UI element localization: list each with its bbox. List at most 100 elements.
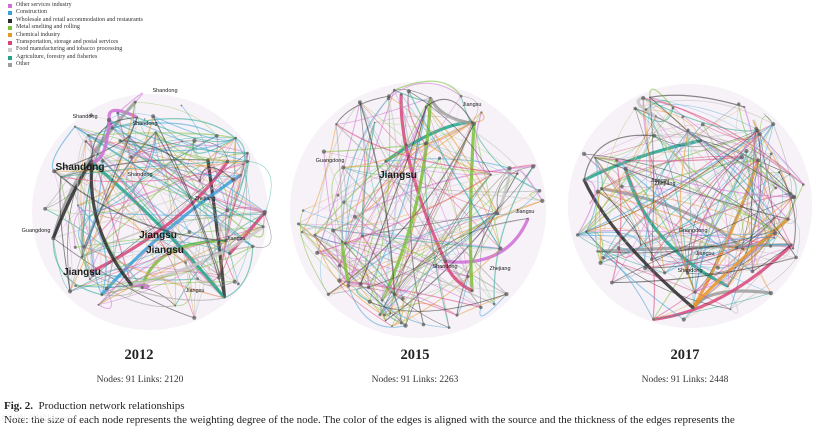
network-edge	[90, 161, 176, 306]
network-node	[537, 189, 542, 193]
network-node	[198, 179, 202, 182]
network-edge	[328, 212, 498, 295]
network-node	[778, 170, 781, 174]
network-edge	[83, 246, 225, 299]
network-node	[384, 160, 387, 163]
network-edge	[577, 103, 739, 236]
network-edge	[184, 259, 220, 276]
network-node	[133, 100, 137, 104]
network-edge	[44, 118, 145, 210]
network-node	[344, 242, 347, 245]
network-node	[246, 151, 249, 155]
network-edge	[369, 293, 507, 312]
network-edge	[687, 131, 795, 198]
network-edge	[402, 275, 469, 300]
network-node	[228, 251, 232, 256]
network-node	[73, 125, 77, 128]
network-node	[648, 96, 651, 99]
network-node	[773, 236, 776, 239]
network-node	[774, 186, 778, 190]
network-edge	[215, 209, 230, 255]
network-node	[399, 93, 403, 96]
network-edge	[616, 150, 772, 161]
network-edge	[131, 271, 220, 285]
legend-item: Other services industry	[8, 2, 143, 9]
network-node	[89, 113, 93, 117]
network-edge	[228, 216, 265, 238]
network-node	[74, 284, 77, 288]
network-edge	[596, 250, 654, 320]
network-edge	[229, 161, 248, 218]
network-edge	[69, 240, 227, 292]
network-node	[242, 163, 244, 166]
network-node	[388, 312, 392, 315]
network-node	[337, 278, 342, 283]
network-edge	[175, 262, 192, 307]
network-edge	[298, 223, 402, 324]
network-node	[686, 130, 689, 133]
network-panel-2015: Jiangsu Guangdong Jiangsu Jiangsu Shandong Zh…	[290, 80, 546, 338]
network-node	[106, 117, 112, 123]
network-edge	[52, 238, 102, 296]
network-node	[59, 176, 62, 178]
legend-label: Transportation, storage and postal servi…	[16, 39, 119, 46]
network-edge	[755, 128, 791, 220]
network-node	[671, 106, 675, 110]
network-node	[240, 174, 242, 176]
panel-2015-year: 2015	[400, 347, 430, 363]
network-node	[76, 204, 79, 207]
network-edge	[135, 101, 218, 137]
network-node	[792, 195, 797, 200]
network-edge	[601, 188, 666, 274]
network-edge	[460, 95, 479, 123]
network-edge	[636, 96, 657, 118]
network-edge	[594, 157, 646, 269]
network-node	[341, 240, 344, 243]
network-node	[337, 264, 342, 268]
network-edge	[335, 195, 349, 283]
network-edge	[252, 213, 272, 248]
network-node	[470, 121, 474, 124]
network-edge	[634, 107, 674, 123]
network-edge	[393, 90, 473, 292]
network-edge	[583, 139, 702, 182]
network-edge	[516, 170, 543, 202]
network-edge	[343, 121, 473, 168]
panel-2012-stats: Nodes: 91 Links: 2120	[96, 375, 184, 385]
network-node	[154, 131, 157, 134]
network-node	[750, 269, 755, 274]
network-node	[693, 290, 697, 294]
network-edge	[298, 212, 497, 225]
network-node	[438, 156, 442, 160]
network-edge	[128, 287, 143, 296]
network-node	[234, 136, 238, 140]
network-edge	[91, 160, 225, 299]
network-node	[729, 308, 732, 311]
network-node	[786, 217, 790, 221]
network-edge	[335, 95, 389, 125]
network-node	[380, 299, 384, 302]
network-edge	[303, 206, 363, 237]
network-edge	[359, 102, 396, 295]
network-edge	[81, 160, 248, 258]
network-edge	[682, 116, 747, 153]
network-edge	[428, 97, 475, 126]
network-edge	[60, 163, 244, 183]
network-node	[455, 313, 459, 317]
network-node	[685, 271, 690, 275]
network-edge	[302, 231, 383, 301]
network-edge	[425, 98, 473, 123]
legend-swatch	[8, 48, 12, 53]
network-node	[773, 229, 776, 232]
network-edge	[601, 108, 636, 189]
network-edge	[611, 256, 797, 284]
network-edge	[247, 161, 272, 215]
network-node	[129, 155, 133, 159]
legend-label: Agriculture, forestry and fisheries	[16, 53, 98, 60]
legend-label: Chemical industry	[16, 31, 61, 38]
network-edge	[335, 124, 343, 281]
network-edge	[74, 126, 225, 299]
network-node-label: Jiangsu	[651, 178, 670, 184]
network-node	[140, 286, 144, 290]
network-edge	[389, 157, 441, 314]
